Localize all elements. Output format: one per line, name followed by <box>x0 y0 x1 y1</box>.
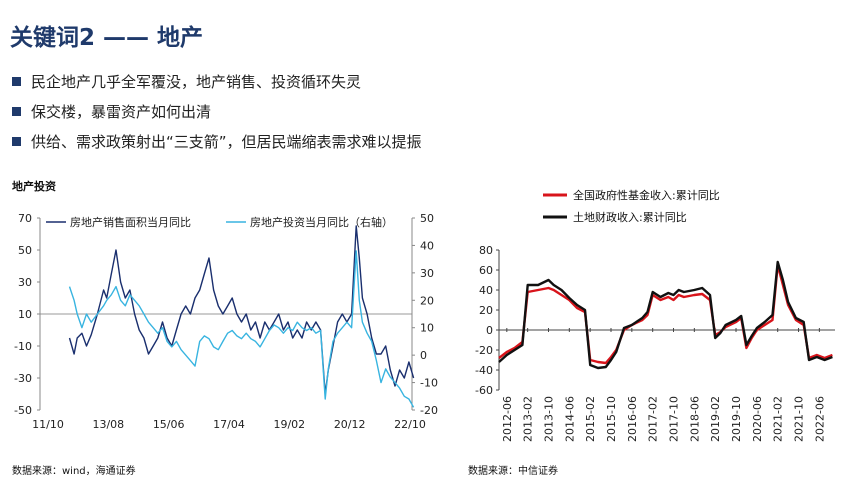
slide-title: 关键词2 —— 地产 <box>10 25 204 51</box>
x-tick-label: 2021-10 <box>793 396 806 442</box>
y2-tick-label: 0 <box>420 349 427 362</box>
y2-tick-label: -20 <box>420 404 438 417</box>
x-tick-label: 19/02 <box>273 418 305 431</box>
bullet-item: 民企地产几乎全军覆没，地产销售、投资循环失灵 <box>8 66 422 96</box>
y2-tick-label: 50 <box>420 212 434 225</box>
x-tick-label: 2017-02 <box>647 396 660 442</box>
left-source: 数据来源：wind，海通证券 <box>12 466 136 477</box>
x-tick-label: 2019-02 <box>709 396 722 442</box>
bullet-item: 供给、需求政策射出“三支箭”，但居民端缩表需求难以提振 <box>8 126 422 156</box>
y-tick-label: -30 <box>14 372 32 385</box>
series-line <box>498 260 833 370</box>
y-tick-label: 10 <box>18 308 32 321</box>
y-tick-label: 0 <box>486 324 493 337</box>
y-tick-label: 70 <box>18 212 32 225</box>
x-tick-label: 2013-02 <box>522 396 535 442</box>
y-tick-label: -20 <box>475 344 493 357</box>
x-tick-label: 22/10 <box>394 418 426 431</box>
series-line <box>68 250 415 408</box>
y-tick-label: -10 <box>14 340 32 353</box>
x-tick-label: 2020-06 <box>751 396 764 442</box>
y-tick-label: 20 <box>479 304 493 317</box>
y-tick-label: -60 <box>475 384 493 397</box>
x-tick-label: 15/06 <box>153 418 185 431</box>
y-tick-label: 60 <box>479 264 493 277</box>
y-tick-label: 40 <box>479 284 493 297</box>
x-tick-label: 11/10 <box>32 418 64 431</box>
left-chart: 70 50 30 10 -10 -30 -50 50 40 30 20 10 0 -10 -20 11/10 1… <box>14 212 438 431</box>
legend-label: 土地财政收入:累计同比 <box>573 210 687 224</box>
left-chart-label: 地产投资 <box>12 180 56 193</box>
bullet-text: 民企地产几乎全军覆没，地产销售、投资循环失灵 <box>31 72 362 91</box>
x-tick-label: 2017-10 <box>668 396 681 442</box>
y-tick-label: -40 <box>475 364 493 377</box>
legend-label: 房地产销售面积当月同比 <box>70 215 191 229</box>
legend-label: 房地产投资当月同比（右轴） <box>250 215 393 229</box>
x-tick-label: 2015-10 <box>605 396 618 442</box>
bullet-square-icon <box>12 76 21 86</box>
right-source: 数据来源：中信证券 <box>468 466 558 477</box>
y2-tick-label: -10 <box>420 377 438 390</box>
x-tick-label: 2022-06 <box>813 396 826 442</box>
y-tick-label: -50 <box>14 404 32 417</box>
y2-tick-label: 20 <box>420 294 434 307</box>
x-tick-label: 2021-02 <box>772 396 785 442</box>
bullet-item: 保交楼，暴雷资产如何出清 <box>8 96 422 126</box>
x-tick-label: 2016-06 <box>626 396 639 442</box>
x-tick-label: 2014-06 <box>563 396 576 442</box>
right-chart: 80 60 40 20 0 -20 -40 -60 2012-06 2013-02 2013-10 2… <box>475 188 835 442</box>
series-line <box>68 225 415 395</box>
y-tick-label: 80 <box>479 244 493 257</box>
x-tick-label: 17/04 <box>213 418 245 431</box>
x-tick-label: 2013-10 <box>542 396 555 442</box>
legend-label: 全国政府性基金收入:累计同比 <box>573 188 720 202</box>
bullet-text: 供给、需求政策射出“三支箭”，但居民端缩表需求难以提振 <box>31 132 422 151</box>
x-tick-label: 20/12 <box>334 418 366 431</box>
x-tick-label: 2012-06 <box>501 396 514 442</box>
x-tick-label: 13/08 <box>92 418 124 431</box>
bullet-square-icon <box>12 136 21 146</box>
y2-tick-label: 30 <box>420 267 434 280</box>
x-tick-label: 2018-06 <box>688 396 701 442</box>
x-tick-label: 2015-02 <box>584 396 597 442</box>
y2-tick-label: 40 <box>420 239 434 252</box>
y-tick-label: 50 <box>18 244 32 257</box>
bullet-square-icon <box>12 106 21 116</box>
bullet-text: 保交楼，暴雷资产如何出清 <box>31 102 212 121</box>
y2-tick-label: 10 <box>420 322 434 335</box>
y-tick-label: 30 <box>18 276 32 289</box>
x-tick-label: 2019-10 <box>730 396 743 442</box>
bullet-list: 民企地产几乎全军覆没，地产销售、投资循环失灵 保交楼，暴雷资产如何出清 供给、需… <box>8 66 422 156</box>
